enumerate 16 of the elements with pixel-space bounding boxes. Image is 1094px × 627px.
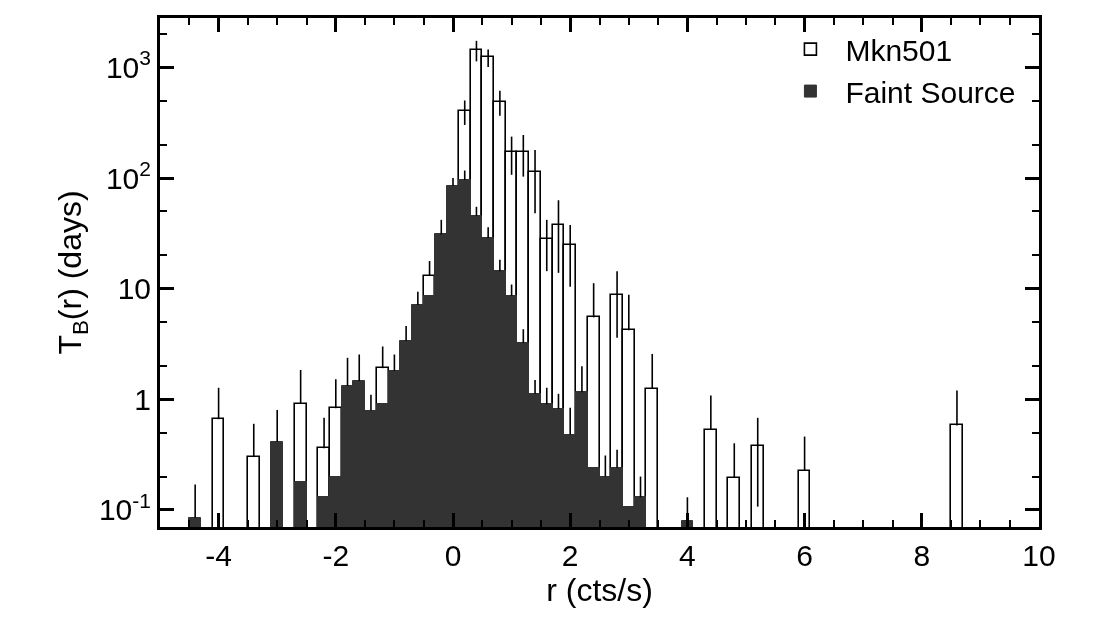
y-tick-label: 10$^{-1}$ — [98, 488, 151, 527]
x-tick-label: 8 — [913, 539, 931, 572]
y-tick-label: 10$^{2}$ — [105, 156, 151, 195]
x-tick-label: -2 — [322, 539, 350, 572]
legend-label: Faint Source — [845, 75, 1016, 109]
x-tick-label: -4 — [205, 539, 232, 572]
y-tick-label: 10 — [117, 272, 151, 306]
x-axis-title: r (cts/s) — [546, 572, 653, 608]
y-tick-label: 1 — [134, 382, 151, 416]
x-tick-label: 0 — [444, 539, 462, 572]
legend-label: Mkn501 — [845, 33, 953, 67]
x-tick-label: 6 — [796, 539, 813, 572]
x-tick-label: 2 — [561, 539, 579, 572]
x-tick-label: 4 — [679, 539, 696, 572]
y-tick-label: 10$^{3}$ — [105, 46, 151, 84]
x-tick-label: 10 — [1022, 539, 1056, 572]
